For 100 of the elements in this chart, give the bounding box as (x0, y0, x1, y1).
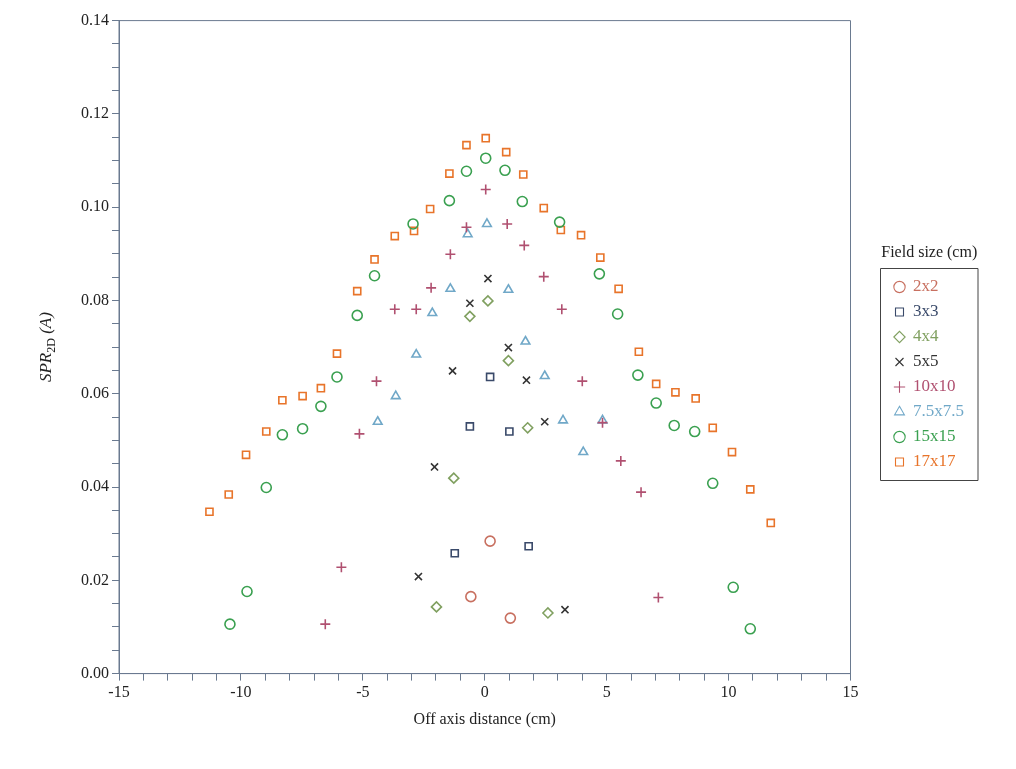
point (518, 239, 531, 252)
point (409, 226, 419, 236)
point (448, 366, 457, 376)
point (539, 370, 550, 380)
point (445, 169, 454, 178)
y-tick-label: 0.00 (81, 663, 109, 681)
point (370, 255, 379, 264)
y-tick-label: 0.04 (81, 477, 109, 495)
point (427, 307, 438, 317)
point (540, 417, 550, 427)
point (450, 548, 460, 558)
point (261, 427, 271, 436)
point (388, 303, 401, 316)
point (482, 295, 494, 307)
x-tick-label: 10 (720, 683, 737, 701)
point (597, 414, 608, 424)
point (503, 283, 514, 294)
point (319, 618, 332, 630)
point (430, 462, 439, 472)
point (224, 490, 234, 499)
point (425, 204, 435, 214)
point (596, 416, 609, 429)
point (553, 216, 566, 228)
point (484, 535, 496, 547)
x-tick-label: 5 (602, 683, 611, 701)
point (335, 561, 348, 574)
legend-label: 3x3 (913, 301, 939, 321)
point (560, 605, 570, 615)
point (537, 270, 550, 283)
point (504, 343, 513, 352)
point (462, 140, 471, 150)
y-tick-label: 0.14 (81, 10, 109, 28)
point (520, 335, 531, 345)
point (744, 623, 757, 635)
point (688, 425, 701, 438)
point (430, 601, 443, 613)
x-tick-label: -15 (108, 683, 130, 701)
point (766, 518, 776, 528)
point (315, 400, 327, 413)
point (390, 231, 400, 241)
point (276, 428, 289, 441)
point (708, 423, 718, 433)
point (278, 395, 287, 405)
point (576, 375, 589, 387)
point (479, 152, 492, 164)
x-tick-label: 0 (480, 683, 489, 701)
legend-label: 17x17 (913, 451, 956, 471)
point (368, 269, 381, 282)
point (332, 349, 342, 358)
point (331, 371, 343, 383)
point (296, 422, 309, 435)
legend-label: 15x15 (913, 426, 956, 446)
point (481, 133, 491, 143)
point (353, 428, 366, 440)
legend-label: 7.5x7.5 (913, 401, 964, 421)
point (595, 253, 605, 262)
point (578, 446, 589, 456)
point (556, 225, 566, 235)
point (260, 481, 273, 494)
point (505, 427, 514, 436)
point (671, 388, 680, 397)
y-tick-label: 0.02 (81, 570, 109, 588)
point (462, 228, 473, 238)
point (460, 165, 473, 178)
point (650, 397, 662, 409)
legend-title: Field size (cm) (881, 242, 978, 261)
point (557, 414, 569, 424)
point (614, 284, 623, 294)
point (691, 394, 700, 403)
point (483, 274, 493, 283)
point (556, 303, 568, 316)
point (539, 203, 549, 213)
point (501, 218, 513, 230)
point (460, 221, 473, 234)
point (516, 195, 529, 208)
point (745, 485, 755, 494)
legend-label: 2x2 (913, 276, 939, 296)
point (298, 391, 307, 401)
point (390, 390, 401, 400)
point (727, 447, 737, 457)
x-tick-label: -10 (230, 683, 252, 701)
legend-label: 10x10 (913, 376, 956, 396)
point (205, 507, 214, 517)
point (518, 170, 528, 179)
point (465, 298, 475, 308)
point (407, 218, 419, 230)
point (504, 612, 517, 624)
point (241, 585, 253, 598)
point (316, 383, 326, 393)
y-tick-label: 0.06 (81, 383, 109, 401)
point (706, 477, 719, 490)
point (414, 572, 423, 581)
point (542, 607, 554, 619)
point (464, 310, 476, 323)
point (465, 422, 475, 431)
point (481, 218, 493, 228)
point (411, 348, 422, 358)
point (485, 372, 495, 382)
point (445, 283, 456, 293)
point (593, 268, 606, 280)
